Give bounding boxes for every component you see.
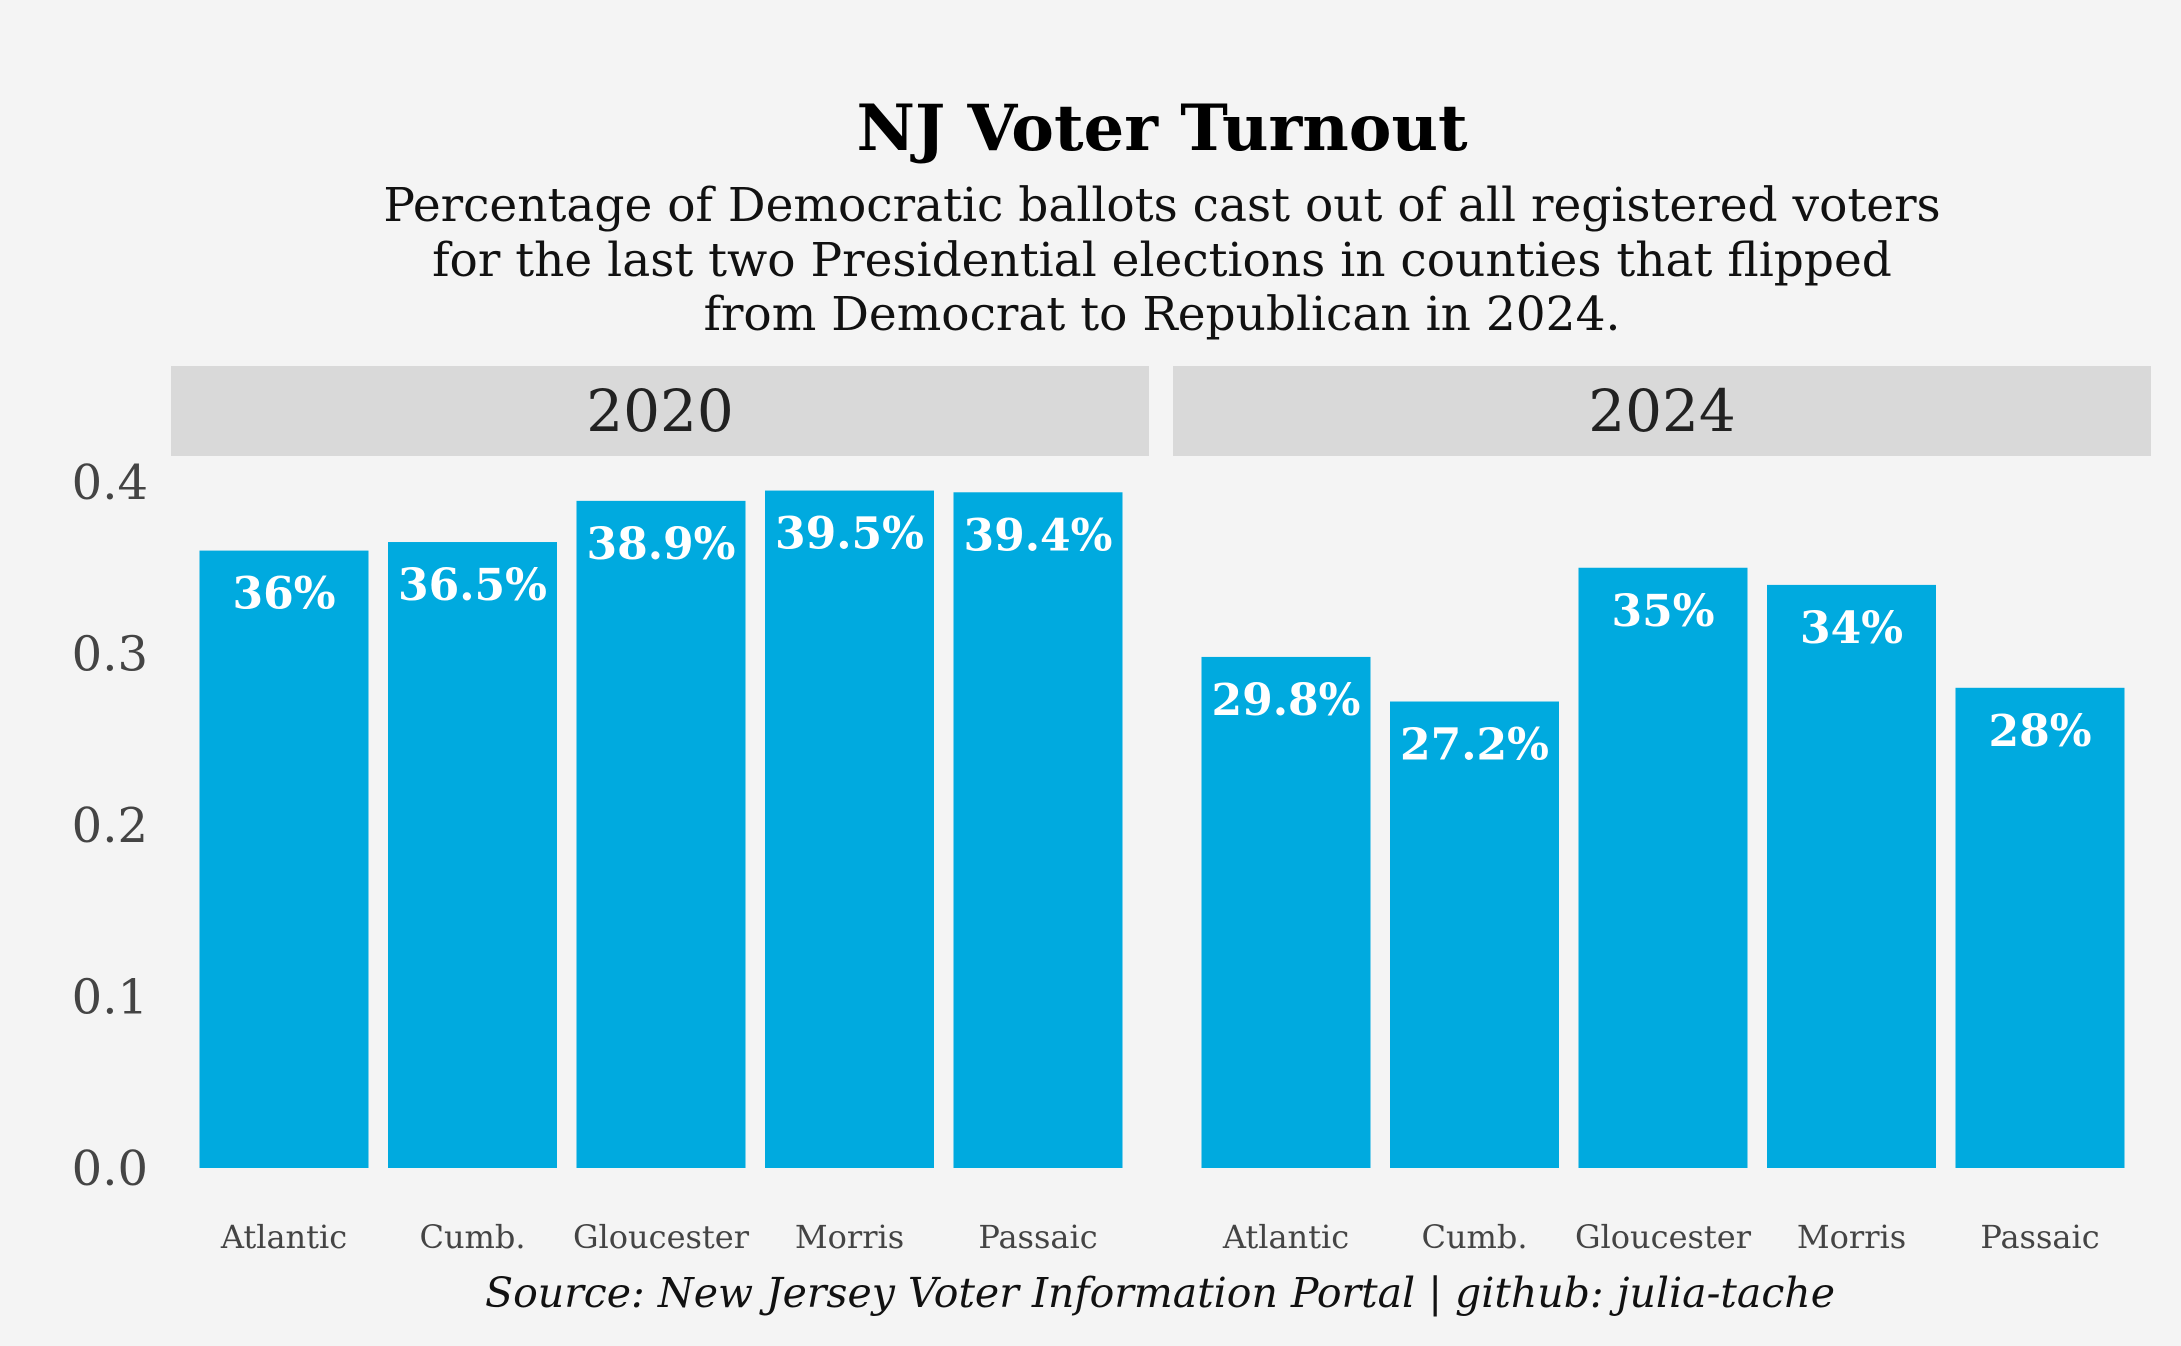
x-tick-label: Gloucester xyxy=(573,1218,750,1256)
facet-label: 2024 xyxy=(1588,377,1736,445)
bar-data-label: 38.9% xyxy=(587,519,736,570)
bar xyxy=(388,542,557,1168)
panels-layer: 2020 36% Atlantic 36.5% Cumb. 38.9% Gloucester… xyxy=(171,366,2151,1256)
y-tick-label: 0.3 xyxy=(72,627,148,683)
chart-subtitle-line-3: from Democrat to Republican in 2024. xyxy=(704,287,1621,342)
y-axis: 0.0 0.1 0.2 0.3 0.4 xyxy=(72,455,148,1197)
bar xyxy=(765,490,934,1168)
bar-data-label: 35% xyxy=(1611,586,1714,637)
x-tick-label: Morris xyxy=(1797,1218,1906,1256)
bar-data-label: 28% xyxy=(1988,706,2091,757)
chart-subtitle-line-1: Percentage of Democratic ballots cast ou… xyxy=(383,178,1940,233)
bar-data-label: 34% xyxy=(1800,603,1903,654)
facet-strip xyxy=(171,366,1149,456)
facet-label: 2020 xyxy=(586,377,734,445)
bar xyxy=(953,492,1123,1168)
bar-data-label: 29.8% xyxy=(1212,675,1361,726)
x-tick-label: Atlantic xyxy=(1222,1218,1349,1256)
x-tick-label: Atlantic xyxy=(220,1218,347,1256)
bar-data-label: 39.5% xyxy=(775,509,924,560)
x-tick-label: Passaic xyxy=(978,1218,1097,1256)
x-tick-label: Gloucester xyxy=(1575,1218,1752,1256)
facet-strip xyxy=(1173,366,2151,456)
bar-data-label: 36% xyxy=(232,569,335,620)
chart-caption: Source: New Jersey Voter Information Por… xyxy=(485,1269,1835,1317)
bar xyxy=(1578,567,1748,1168)
chart-title: NJ Voter Turnout xyxy=(856,91,1468,166)
x-tick-label: Cumb. xyxy=(419,1218,525,1256)
panel-2020: 2020 36% Atlantic 36.5% Cumb. 38.9% Gloucester… xyxy=(171,366,1149,1256)
y-tick-label: 0.0 xyxy=(72,1141,148,1197)
bar xyxy=(1390,701,1559,1168)
y-tick-label: 0.2 xyxy=(72,798,148,854)
bar-data-label: 39.4% xyxy=(964,510,1113,561)
bar xyxy=(1767,584,1936,1168)
bar-data-label: 36.5% xyxy=(398,560,547,611)
x-tick-label: Passaic xyxy=(1980,1218,2099,1256)
bar xyxy=(1201,656,1371,1168)
chart-subtitle-line-2: for the last two Presidential elections … xyxy=(432,233,1892,288)
bar-data-label: 27.2% xyxy=(1400,720,1549,771)
panel-2024: 2024 29.8% Atlantic 27.2% Cumb. 35% Gloucester… xyxy=(1173,366,2151,1256)
bar xyxy=(576,500,746,1168)
x-tick-label: Morris xyxy=(795,1218,904,1256)
x-tick-label: Cumb. xyxy=(1421,1218,1527,1256)
y-tick-label: 0.1 xyxy=(72,970,148,1026)
bar xyxy=(199,550,369,1168)
y-tick-label: 0.4 xyxy=(72,455,148,511)
bar xyxy=(1955,687,2125,1168)
